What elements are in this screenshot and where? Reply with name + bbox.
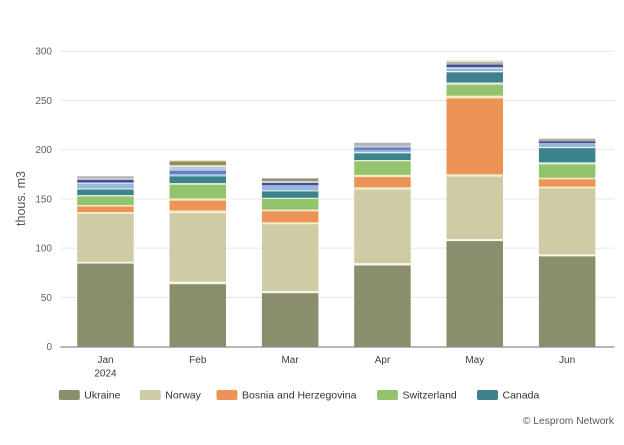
svg-text:Norway: Norway	[165, 390, 201, 402]
svg-text:50: 50	[41, 293, 53, 304]
svg-text:300: 300	[35, 47, 52, 58]
svg-text:Ukraine: Ukraine	[84, 390, 120, 402]
svg-text:Apr: Apr	[375, 355, 391, 366]
svg-text:Feb: Feb	[189, 355, 207, 366]
svg-text:2024: 2024	[94, 369, 117, 380]
svg-text:Switzerland: Switzerland	[403, 390, 457, 402]
svg-text:Jan: Jan	[97, 355, 113, 366]
svg-text:May: May	[465, 355, 484, 366]
svg-text:0: 0	[46, 342, 52, 353]
svg-text:Jun: Jun	[559, 355, 575, 366]
svg-text:150: 150	[35, 194, 52, 205]
svg-text:200: 200	[35, 145, 52, 156]
svg-text:thous. m3: thous. m3	[14, 171, 28, 226]
svg-text:100: 100	[35, 244, 52, 255]
svg-text:250: 250	[35, 96, 52, 107]
svg-text:Mar: Mar	[281, 355, 299, 366]
svg-text:Canada: Canada	[503, 390, 540, 402]
svg-text:Bosnia and Herzegovina: Bosnia and Herzegovina	[242, 390, 357, 402]
svg-text:© Lesprom Network: © Lesprom Network	[523, 416, 615, 427]
